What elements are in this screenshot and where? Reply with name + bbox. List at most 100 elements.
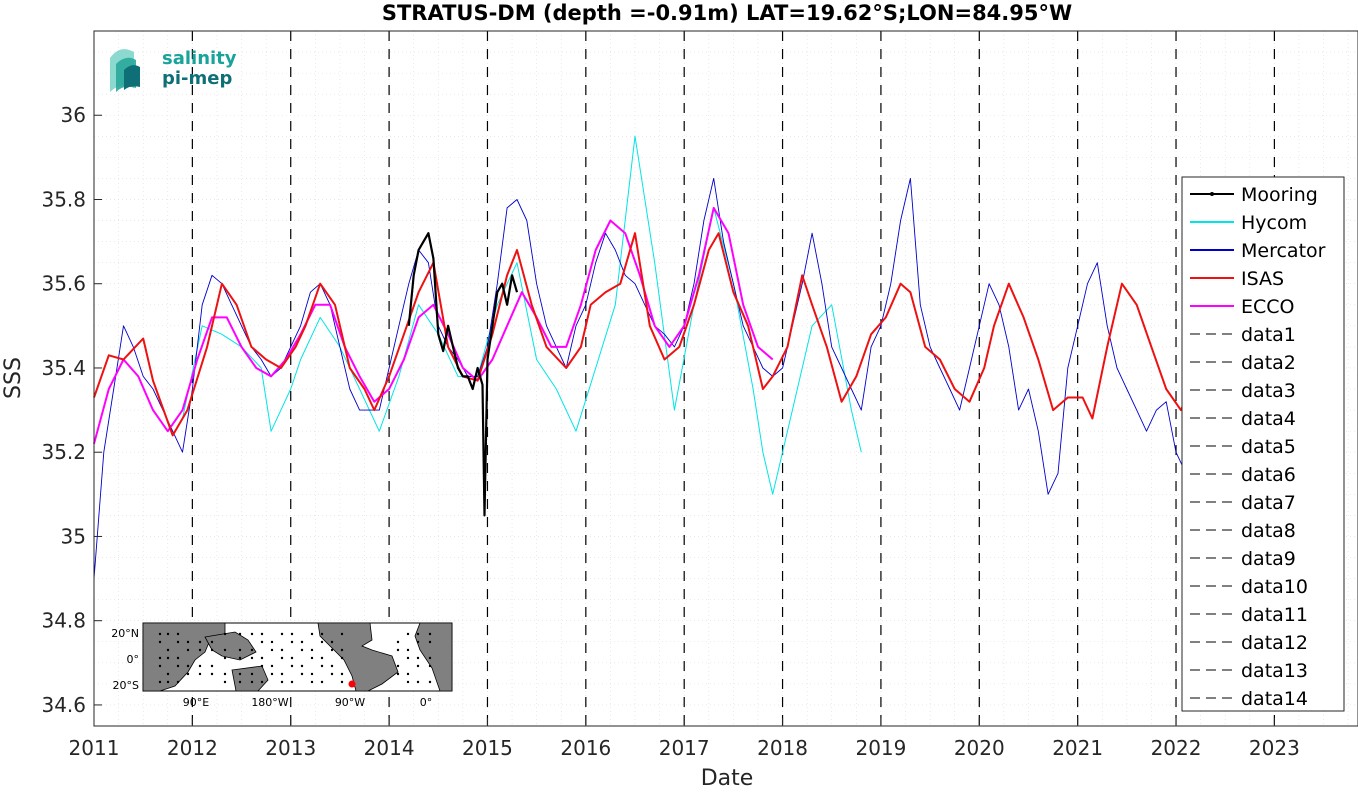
x-tick-label: 2022 (1151, 736, 1202, 760)
series-line-mooring (407, 232, 519, 517)
inset-map-mooring-dot (406, 632, 410, 636)
x-tick-label: 2013 (265, 736, 316, 760)
inset-map-mooring-dot (238, 672, 242, 676)
inset-map-mooring-dot (396, 640, 400, 644)
x-axis-ticks: 2011 2012 2013 2014 2015 2016 2017 2018 2019 2020… (69, 718, 1300, 760)
inset-map-mooring-dot (310, 680, 314, 684)
x-tick-label: 2016 (560, 736, 611, 760)
inset-map-mooring-dot (223, 672, 227, 676)
inset-map-mooring-dot (158, 632, 162, 636)
y-tick-label: 35.4 (41, 356, 86, 380)
legend-box (1181, 176, 1345, 712)
legend-label-data3: data3 (1241, 380, 1296, 402)
inset-map-mooring-dot (416, 656, 420, 660)
inset-map-mooring-dot (310, 672, 314, 676)
inset-map-mooring-dot (428, 656, 432, 660)
inset-map-mooring-dot (198, 648, 202, 652)
inset-map-mooring-dot (340, 632, 344, 636)
legend-label-data12: data12 (1241, 632, 1308, 654)
inset-map-mooring-dot (270, 664, 274, 668)
inset-map-mooring-dot (158, 680, 162, 684)
y-axis-ticks: 34.6 34.8 35 35.2 35.4 35.6 35.8 36 (41, 103, 102, 717)
inset-map-mooring-dot (186, 640, 190, 644)
inset-map-mooring-dot (396, 648, 400, 652)
inset-map-mooring-dot (260, 656, 264, 660)
inset-map-land-americas (317, 622, 399, 692)
inset-map-mooring-dot (270, 648, 274, 652)
legend-label-data14: data14 (1241, 688, 1308, 710)
inset-map-mooring-dot (428, 632, 432, 636)
inset-map: 20°N 0° 20°S 90°E 180°W 90°W 0° (111, 622, 453, 709)
inset-map-mooring-dot (223, 656, 227, 660)
inset-map-mooring-dot (320, 680, 324, 684)
legend-label-mooring: Mooring (1241, 184, 1318, 206)
x-tick-label: 2017 (659, 736, 710, 760)
y-tick-label: 35.6 (41, 272, 86, 296)
salinity-pi-mep-logo: salinity pi-mep (110, 48, 237, 92)
logo-line2: pi-mep (162, 68, 232, 89)
inset-map-mooring-dot (223, 648, 227, 652)
legend-label-data11: data11 (1241, 604, 1308, 626)
inset-map-mooring-dot (428, 680, 432, 684)
inset-map-mooring-dot (416, 640, 420, 644)
inset-map-mooring-dot (186, 672, 190, 676)
inset-map-mooring-dot (260, 632, 264, 636)
inset-map-mooring-dot (198, 672, 202, 676)
x-tick-label: 2014 (364, 736, 415, 760)
inset-map-mooring-dot (270, 672, 274, 676)
inset-map-mooring-dot (198, 664, 202, 668)
inset-map-land-west-africa (414, 622, 453, 692)
inset-map-mooring-dot (320, 632, 324, 636)
inset-map-mooring-dot (166, 632, 170, 636)
inset-map-mooring-dot (250, 632, 254, 636)
series-line-hycom (182, 135, 862, 495)
inset-map-mooring-dot (210, 672, 214, 676)
inset-map-mooring-dot (166, 672, 170, 676)
legend-label-data10: data10 (1241, 576, 1308, 598)
inset-map-mooring-dot (416, 632, 420, 636)
legend-label-data6: data6 (1241, 464, 1296, 486)
inset-lat-label-20n: 20°N (111, 627, 139, 640)
legend-marker-mooring (1210, 192, 1214, 196)
inset-map-mooring-dot (270, 640, 274, 644)
inset-map-mooring-dot (210, 640, 214, 644)
inset-map-mooring-dot (396, 672, 400, 676)
legend-label-data2: data2 (1241, 352, 1296, 374)
inset-map-mooring-dot (340, 672, 344, 676)
series-line-isas (93, 232, 1192, 437)
inset-map-moorings (158, 632, 432, 684)
inset-map-mooring-dot (320, 640, 324, 644)
legend-label-data7: data7 (1241, 492, 1296, 514)
inset-map-mooring-dot (158, 664, 162, 668)
inset-map-mooring-dot (320, 656, 324, 660)
legend-label-data9: data9 (1241, 548, 1296, 570)
series-line-mercator (93, 177, 1187, 579)
x-tick-label: 2019 (855, 736, 906, 760)
inset-map-mooring-dot (260, 664, 264, 668)
inset-map-mooring-dot (416, 664, 420, 668)
inset-map-land-australia (231, 665, 269, 692)
inset-map-mooring-dot (416, 680, 420, 684)
grid (93, 30, 1358, 727)
inset-map-mooring-dot (290, 664, 294, 668)
inset-map-mooring-dot (223, 632, 227, 636)
y-tick-label: 35.2 (41, 440, 86, 464)
inset-map-mooring-dot (280, 632, 284, 636)
inset-map-mooring-dot (238, 680, 242, 684)
inset-map-mooring-dot (330, 672, 334, 676)
inset-map-mooring-dot (238, 632, 242, 636)
inset-map-mooring-dot (330, 648, 334, 652)
inset-map-mooring-dot (300, 648, 304, 652)
inset-map-mooring-dot (280, 680, 284, 684)
inset-map-mooring-dot (290, 632, 294, 636)
inset-map-mooring-dot (250, 656, 254, 660)
inset-map-mooring-dot (340, 656, 344, 660)
inset-map-mooring-dot (166, 656, 170, 660)
inset-map-mooring-dot (260, 680, 264, 684)
inset-map-mooring-dot (176, 680, 180, 684)
inset-map-mooring-dot (176, 664, 180, 668)
legend: Mooring Hycom Mercator ISAS ECCO data1 data2 da… (1181, 176, 1345, 712)
legend-label-data1: data1 (1241, 324, 1296, 346)
